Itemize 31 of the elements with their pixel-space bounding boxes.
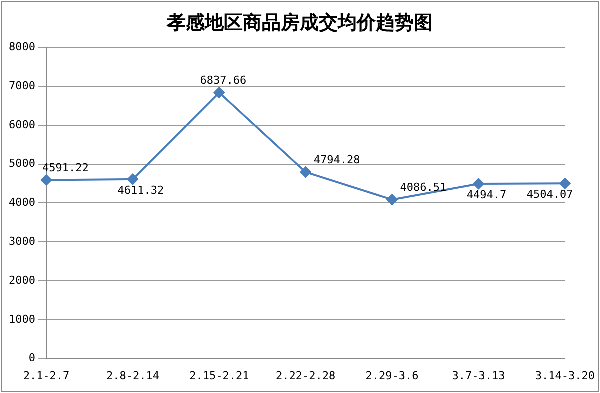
y-tick-label: 2000	[8, 274, 36, 287]
x-tick-label: 2.8-2.14	[106, 369, 160, 382]
point	[386, 194, 398, 206]
y-tick-label: 4000	[8, 196, 36, 210]
point	[560, 178, 571, 190]
data-label: 4494.7	[466, 188, 507, 202]
y-tick-label: 5000	[8, 157, 36, 170]
x-tick-label: 3.7-3.13	[452, 369, 506, 382]
x-tick-label: 2.15-2.21	[190, 369, 250, 382]
chart-title: 孝感地区商品房成交均价趋势图	[166, 11, 434, 36]
y-tick-label: 1000	[8, 312, 36, 326]
data-label: 4086.51	[400, 181, 447, 194]
x-tick-label: 3.14-3.20	[535, 369, 596, 382]
x-tick-label: 2.22-2.28	[276, 369, 336, 382]
data-label: 4591.22	[42, 162, 89, 175]
data-label: 4504.07	[526, 188, 574, 201]
point	[40, 174, 52, 186]
y-tick-label: 3000	[8, 234, 36, 248]
data-label: 4611.32	[118, 184, 164, 197]
x-tick-label: 2.29-3.6	[366, 369, 419, 382]
y-tick-label: 7000	[8, 79, 36, 92]
data-label: 4794.28	[314, 154, 360, 167]
y-tick-label: 0	[28, 352, 36, 365]
data-label: 6837.66	[200, 74, 247, 88]
y-tick-label: 8000	[8, 40, 36, 54]
point	[473, 178, 484, 190]
point	[214, 87, 225, 98]
point	[127, 174, 138, 185]
point	[300, 166, 312, 178]
x-tick-label: 2.1-2.7	[23, 369, 70, 382]
y-tick-label: 6000	[8, 118, 36, 132]
